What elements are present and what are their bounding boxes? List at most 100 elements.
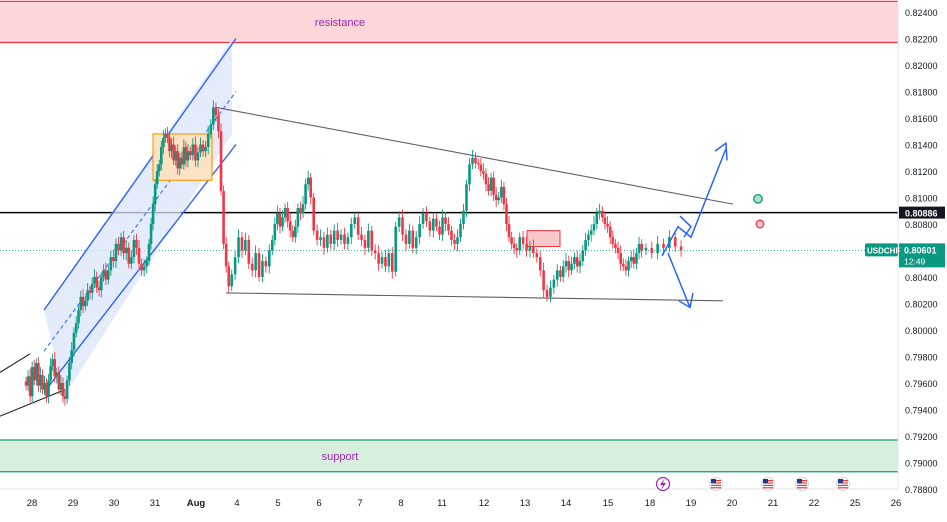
- us-flag-event-icon[interactable]: [795, 477, 809, 491]
- candle: [632, 249, 636, 269]
- candle: [178, 153, 182, 176]
- flag-canton: [711, 479, 716, 483]
- candle-body: [512, 243, 516, 248]
- candle: [117, 236, 120, 256]
- candle: [494, 187, 498, 208]
- event-icons: [655, 476, 850, 492]
- candle-body: [72, 332, 76, 350]
- candle: [267, 244, 271, 274]
- candle-body: [487, 184, 490, 191]
- candle: [411, 225, 415, 254]
- candle-body: [176, 151, 180, 169]
- candle-body: [500, 186, 503, 198]
- candle: [384, 250, 387, 272]
- arrow-head: [714, 141, 728, 161]
- y-tick-label: 0.79800: [905, 353, 938, 363]
- candle: [435, 214, 438, 232]
- candle: [47, 374, 50, 404]
- candle-body: [518, 237, 522, 251]
- candle: [545, 284, 549, 302]
- candle: [166, 126, 169, 144]
- candle-body: [186, 151, 190, 161]
- channel-fill: [44, 38, 232, 397]
- candle-body: [170, 144, 173, 152]
- candle-body: [444, 217, 447, 224]
- candle: [616, 241, 620, 260]
- us-flag-event-icon[interactable]: [761, 477, 775, 491]
- y-tick-label: 0.79400: [905, 406, 938, 416]
- candle: [34, 358, 38, 386]
- candle: [43, 375, 46, 396]
- us-flag-event-icon[interactable]: [836, 477, 850, 491]
- candle: [500, 179, 503, 203]
- candle-body: [184, 147, 188, 161]
- candle: [233, 250, 237, 280]
- candle-body: [267, 250, 271, 267]
- candle-body: [549, 287, 552, 297]
- candle-body: [86, 290, 89, 301]
- flag-canton: [797, 479, 802, 483]
- candle-body: [74, 323, 78, 333]
- candle: [507, 216, 511, 242]
- candle: [414, 231, 418, 255]
- candle: [59, 375, 63, 396]
- candle: [408, 223, 411, 249]
- candle-body: [353, 217, 357, 224]
- candle: [367, 223, 370, 253]
- candle: [270, 235, 274, 256]
- flag-canton: [838, 479, 843, 483]
- candle-body: [49, 365, 52, 381]
- candle: [137, 240, 141, 269]
- candle-body: [180, 157, 184, 165]
- candle: [214, 102, 218, 122]
- candle: [373, 244, 377, 260]
- candle: [230, 269, 234, 291]
- candle-body: [592, 224, 596, 231]
- candle-body: [564, 261, 568, 267]
- candle: [370, 225, 374, 256]
- flag-canton: [763, 479, 768, 483]
- candle: [656, 236, 659, 260]
- candle-body: [104, 270, 108, 280]
- breakdown-box: [526, 230, 561, 248]
- candle: [505, 197, 508, 232]
- candle: [603, 211, 607, 230]
- candle-body: [168, 137, 171, 152]
- candle: [278, 207, 282, 234]
- candle: [312, 192, 316, 236]
- candle-body: [30, 367, 34, 397]
- candle-body: [332, 230, 336, 244]
- candle-body: [616, 247, 620, 254]
- candle: [353, 212, 357, 229]
- candle: [155, 163, 159, 189]
- candle: [339, 229, 343, 245]
- lightning-event-icon[interactable]: [655, 476, 671, 492]
- candle: [37, 356, 40, 392]
- channel-lower-line: [43, 144, 237, 393]
- arrow-path: [667, 252, 691, 308]
- candle: [184, 141, 188, 167]
- y-tick-label: 0.80800: [905, 220, 938, 230]
- candle-body: [421, 213, 425, 224]
- candle-body: [476, 163, 480, 165]
- candle: [157, 159, 161, 177]
- candle: [592, 216, 596, 236]
- candle-body: [130, 257, 133, 264]
- x-tick-label: 15: [603, 498, 614, 509]
- candle: [595, 207, 599, 230]
- candle-body: [532, 246, 535, 254]
- candle-body: [401, 217, 404, 235]
- candle-body: [47, 380, 50, 397]
- candle-body: [542, 270, 545, 291]
- candle: [561, 260, 565, 283]
- candle-body: [598, 210, 601, 214]
- candle-body: [84, 300, 87, 307]
- candle-body: [199, 144, 202, 153]
- x-tick-label: 8: [398, 498, 403, 509]
- candle-body: [356, 217, 360, 235]
- us-flag-event-icon[interactable]: [709, 477, 723, 491]
- candle-body: [142, 266, 146, 271]
- candle-body: [135, 239, 138, 248]
